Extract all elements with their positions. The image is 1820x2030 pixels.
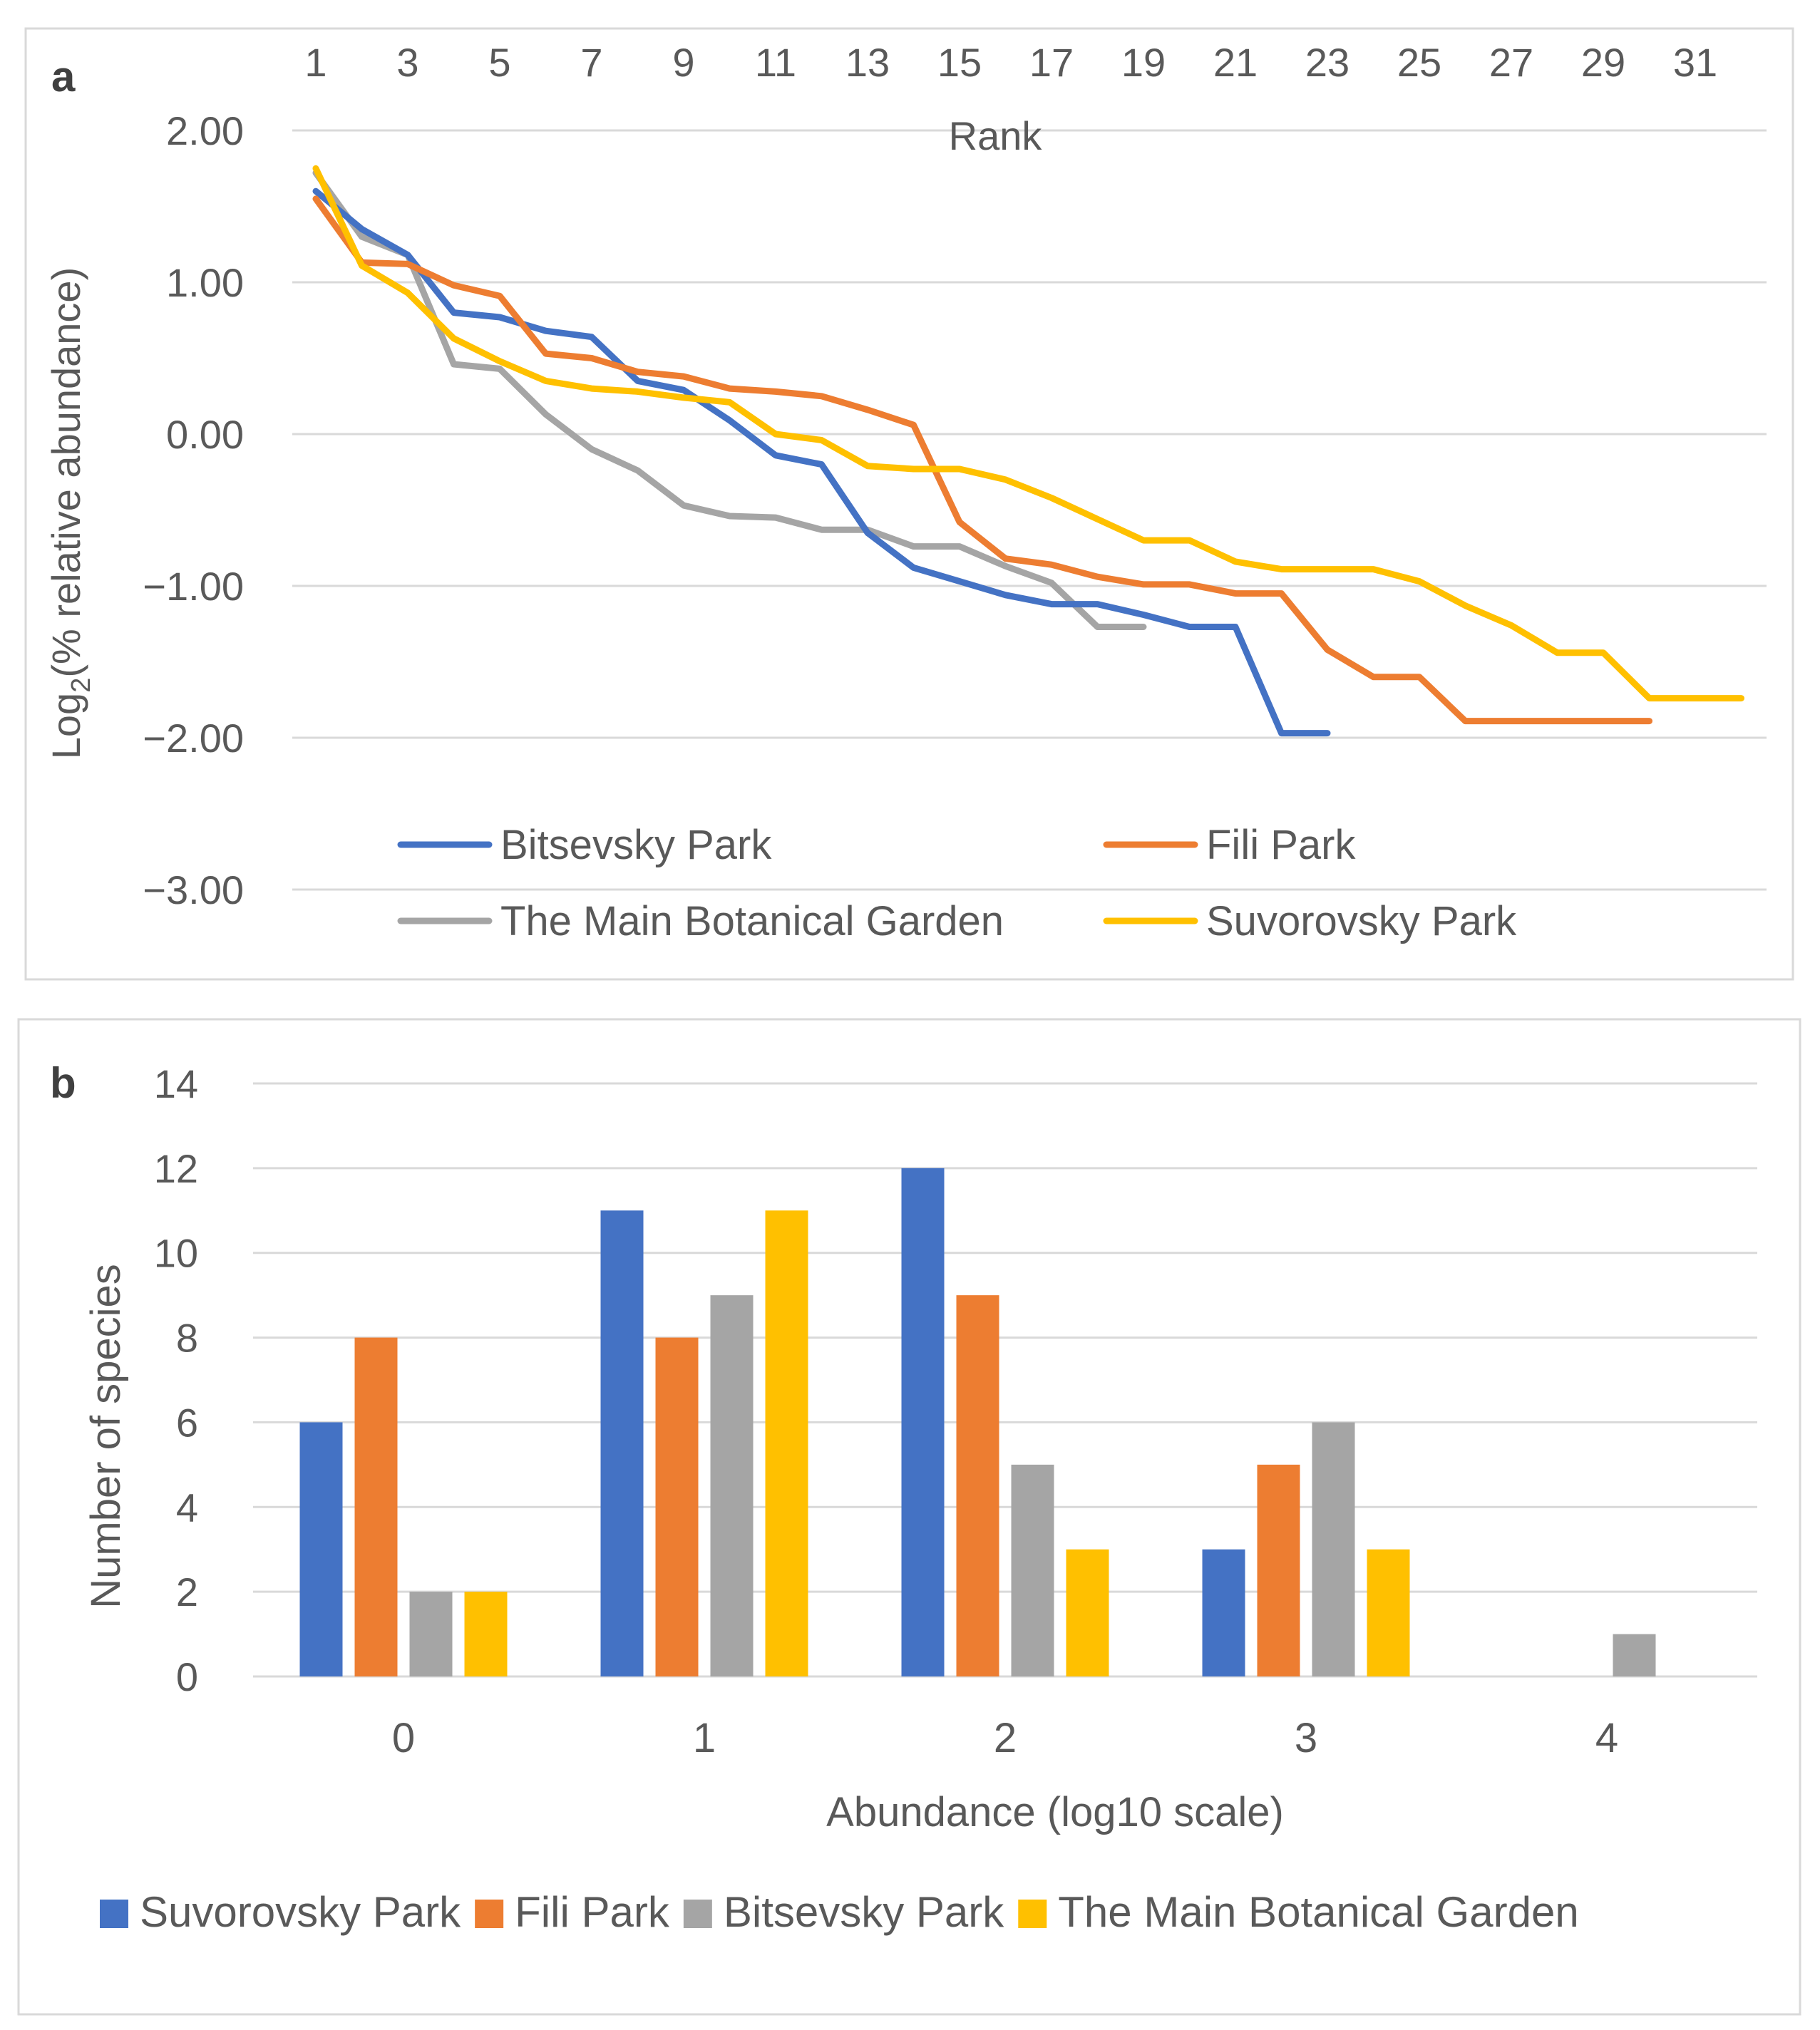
- panel-a-x-tick-labels: 1 3 5 7 9 11 13 15 17 19 21 23 25 27 29 31: [304, 40, 1717, 85]
- panel-a-letter: a: [51, 53, 76, 101]
- y-tick-label: 2: [176, 1570, 198, 1614]
- x-tick-label: 27: [1489, 40, 1533, 85]
- bar: [956, 1295, 999, 1676]
- legend-label: Fili Park: [515, 1888, 670, 1936]
- panel-a-frame: [24, 27, 1794, 981]
- x-tick-label: 13: [845, 40, 890, 85]
- bar: [710, 1295, 754, 1676]
- legend-swatch: [475, 1900, 504, 1928]
- x-tick-label: 1: [693, 1715, 716, 1761]
- x-tick-label: 21: [1213, 40, 1258, 85]
- panel-a-gridlines: [292, 129, 1767, 891]
- y-tick-label: 0.00: [166, 412, 244, 457]
- x-tick-label: 3: [1295, 1715, 1317, 1761]
- legend-swatch: [100, 1900, 128, 1928]
- bar: [409, 1592, 453, 1676]
- panel-a-series-lines: [312, 165, 1744, 737]
- panel-a-y-tick-labels: 2.00 1.00 0.00 −1.00 −2.00 −3.00: [143, 108, 244, 912]
- x-tick-label: 9: [672, 40, 694, 85]
- panel-a-x-axis-title: Rank: [949, 113, 1043, 158]
- bar: [655, 1337, 699, 1676]
- panel-b-x-tick-labels: 0 1 2 3 4: [392, 1715, 1618, 1761]
- x-tick-label: 25: [1397, 40, 1441, 85]
- panel-b-bars: [299, 1168, 1656, 1676]
- bar: [1257, 1464, 1300, 1676]
- series-line-bitsevsky-park: [312, 187, 1331, 737]
- legend-label: Suvorovsky Park: [140, 1888, 461, 1936]
- panel-a-y-axis-title: Log2(% relative abundance): [43, 267, 96, 759]
- series-line-suvorovsky-park: [312, 165, 1744, 702]
- bar: [464, 1592, 508, 1676]
- x-tick-label: 2: [994, 1715, 1017, 1761]
- panel-b-y-axis-title: Number of species: [83, 1264, 129, 1609]
- y-tick-label: −3.00: [143, 867, 244, 912]
- x-tick-label: 29: [1581, 40, 1625, 85]
- y-tick-label: −1.00: [143, 564, 244, 609]
- bar: [765, 1210, 808, 1676]
- panel-b-letter: b: [50, 1059, 76, 1107]
- panel-b-x-axis-title: Abundance (log10 scale): [826, 1789, 1284, 1835]
- legend-label: Fili Park: [1206, 822, 1356, 868]
- x-tick-label: 23: [1305, 40, 1349, 85]
- bar: [1011, 1464, 1054, 1676]
- bar: [1202, 1549, 1245, 1676]
- bar: [600, 1210, 644, 1676]
- x-tick-label: 11: [755, 40, 796, 85]
- x-tick-label: 1: [304, 40, 327, 85]
- y-tick-label: −2.00: [143, 716, 244, 761]
- legend-label: Bitsevsky Park: [500, 822, 772, 868]
- y-tick-label: 14: [154, 1061, 198, 1106]
- x-tick-label: 19: [1121, 40, 1166, 85]
- x-tick-label: 7: [580, 40, 602, 85]
- legend-label: The Main Botanical Garden: [500, 898, 1004, 944]
- x-tick-label: 17: [1029, 40, 1074, 85]
- x-tick-label: 3: [396, 40, 418, 85]
- series-line-fili-park: [312, 195, 1652, 725]
- bar: [1066, 1549, 1109, 1676]
- y-tick-label: 0: [176, 1654, 198, 1699]
- legend-label: The Main Botanical Garden: [1058, 1888, 1578, 1936]
- panel-b-y-tick-labels: 0 2 4 6 8 10 12 14: [154, 1061, 198, 1699]
- bar: [901, 1168, 945, 1676]
- bar: [354, 1337, 398, 1676]
- bar: [1613, 1634, 1656, 1676]
- x-tick-label: 31: [1673, 40, 1717, 85]
- panel-a-legend: Bitsevsky Park Fili Park The Main Botanica…: [397, 822, 1517, 944]
- y-tick-label: 2.00: [166, 108, 244, 153]
- legend-swatch: [683, 1900, 712, 1928]
- x-tick-label: 4: [1595, 1715, 1618, 1761]
- legend-label: Bitsevsky Park: [724, 1888, 1004, 1936]
- legend-label: Suvorovsky Park: [1206, 898, 1517, 944]
- y-tick-label: 1.00: [166, 260, 244, 305]
- y-tick-label: 12: [154, 1146, 198, 1191]
- y-tick-label: 10: [154, 1231, 198, 1276]
- bar: [1312, 1422, 1355, 1676]
- series-line-the-main-botanical-garden: [312, 170, 1147, 630]
- x-tick-label: 5: [488, 40, 510, 85]
- x-tick-label: 0: [392, 1715, 415, 1761]
- panel-b-legend: Suvorovsky Park Fili Park Bitsevsky Park Th…: [100, 1888, 1579, 1936]
- y-tick-label: 4: [176, 1485, 198, 1530]
- y-tick-label: 6: [176, 1400, 198, 1445]
- x-tick-label: 15: [937, 40, 982, 85]
- bar: [299, 1422, 343, 1676]
- bar: [1367, 1549, 1410, 1676]
- legend-swatch: [1018, 1900, 1047, 1928]
- y-tick-label: 8: [176, 1316, 198, 1361]
